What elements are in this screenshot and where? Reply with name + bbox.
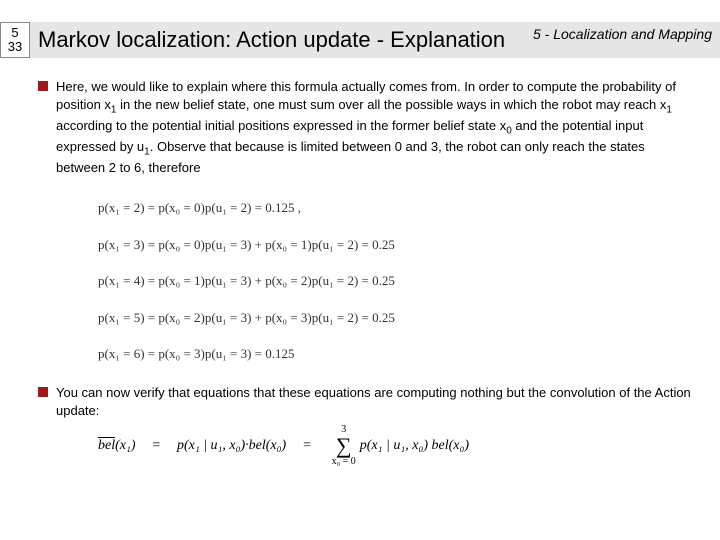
slide-number-box: 5 33 — [0, 22, 30, 58]
slide-page-number: 33 — [8, 40, 22, 54]
b1-sub2: 1 — [666, 104, 672, 115]
sigma-symbol: ∑ — [336, 435, 352, 457]
bullet-2-text: You can now verify that equations that t… — [56, 384, 692, 419]
bullet-1: Here, we would like to explain where thi… — [38, 78, 692, 176]
b1-part2: in the new belief state, one must sum ov… — [116, 97, 666, 112]
slide-root: 5 - Localization and Mapping 5 33 Markov… — [0, 22, 720, 540]
equation-1: p(x₁ = 2) = p(x₀ = 0)p(u₁ = 2) = 0.125 , — [98, 190, 692, 226]
bullet-1-text: Here, we would like to explain where thi… — [56, 78, 692, 176]
conv-rhs1: p(x₁ | u₁, x₀)·bel(x₀) — [177, 438, 286, 454]
equation-5: p(x₁ = 6) = p(x₀ = 3)p(u₁ = 3) = 0.125 — [98, 336, 692, 372]
bullet-2: You can now verify that equations that t… — [38, 384, 692, 419]
convolution-equation: bel(x₁) = p(x₁ | u₁, x₀)·bel(x₀) = 3 ∑ x… — [98, 425, 692, 467]
equations-block: p(x₁ = 2) = p(x₀ = 0)p(u₁ = 2) = 0.125 ,… — [98, 190, 692, 372]
bullet-marker-icon — [38, 387, 48, 397]
slide-chapter-number: 5 — [11, 26, 18, 40]
conv-belbar: bel — [98, 438, 115, 453]
conv-eq1: = — [152, 438, 161, 454]
sum-lower: x₀ = 0 — [332, 457, 356, 467]
conv-lhs: bel(x₁) — [98, 438, 136, 454]
content-area: Here, we would like to explain where thi… — [0, 58, 720, 467]
chapter-header: 5 - Localization and Mapping — [533, 26, 712, 42]
conv-sum: 3 ∑ x₀ = 0 p(x₁ | u₁, x₀) bel(x₀) — [328, 425, 469, 467]
conv-lhs-arg: (x₁) — [115, 438, 135, 453]
equation-4: p(x₁ = 5) = p(x₀ = 2)p(u₁ = 3) + p(x₀ = … — [98, 300, 692, 336]
sigma-icon: 3 ∑ x₀ = 0 — [332, 425, 356, 467]
bullet-marker-icon — [38, 81, 48, 91]
equation-2: p(x₁ = 3) = p(x₀ = 0)p(u₁ = 3) + p(x₀ = … — [98, 227, 692, 263]
conv-eq2: = — [302, 438, 311, 454]
equation-3: p(x₁ = 4) = p(x₀ = 1)p(u₁ = 3) + p(x₀ = … — [98, 263, 692, 299]
conv-rhs2: p(x₁ | u₁, x₀) bel(x₀) — [360, 438, 469, 454]
b1-part3: according to the potential initial posit… — [56, 118, 506, 133]
